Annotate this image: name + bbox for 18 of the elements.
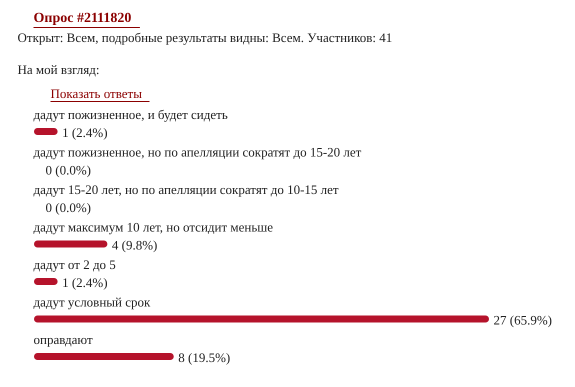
y-tick-label: оправдают [34, 332, 93, 347]
data-label: 1 (2.4%) [62, 125, 108, 140]
data-label: 0 (0.0%) [46, 200, 91, 215]
data-label: 1 (2.4%) [62, 275, 108, 290]
y-tick-label: дадут условный срок [34, 294, 151, 310]
y-tick-label: дадут пожизненное, но по апелляции сократят до 15-20 лет [34, 144, 362, 160]
data-label: 8 (19.5%) [178, 350, 230, 365]
chart-title: Опрос #2111820 [34, 11, 132, 26]
y-tick-label: дадут от 2 до 5 [34, 257, 116, 272]
y-tick-label: дадут максимум 10 лет, но отсидит меньше [34, 220, 274, 234]
y-tick-label: дадут пожизненное, и будет сидеть [34, 107, 228, 122]
chart-subtitle: Открыт: Всем, подробные результаты видны: Всем. Участников: 41 [18, 30, 392, 45]
text: На мой взгляд: [18, 62, 100, 77]
data-label: 0 (0.0%) [46, 162, 91, 178]
data-label: 27 (65.9%) [494, 312, 552, 328]
text: Показать ответы [50, 86, 142, 101]
y-tick-label: дадут 15-20 лет, но по апелляции сократят до 10-15 лет [34, 182, 339, 197]
data-label: 4 (9.8%) [112, 238, 158, 252]
